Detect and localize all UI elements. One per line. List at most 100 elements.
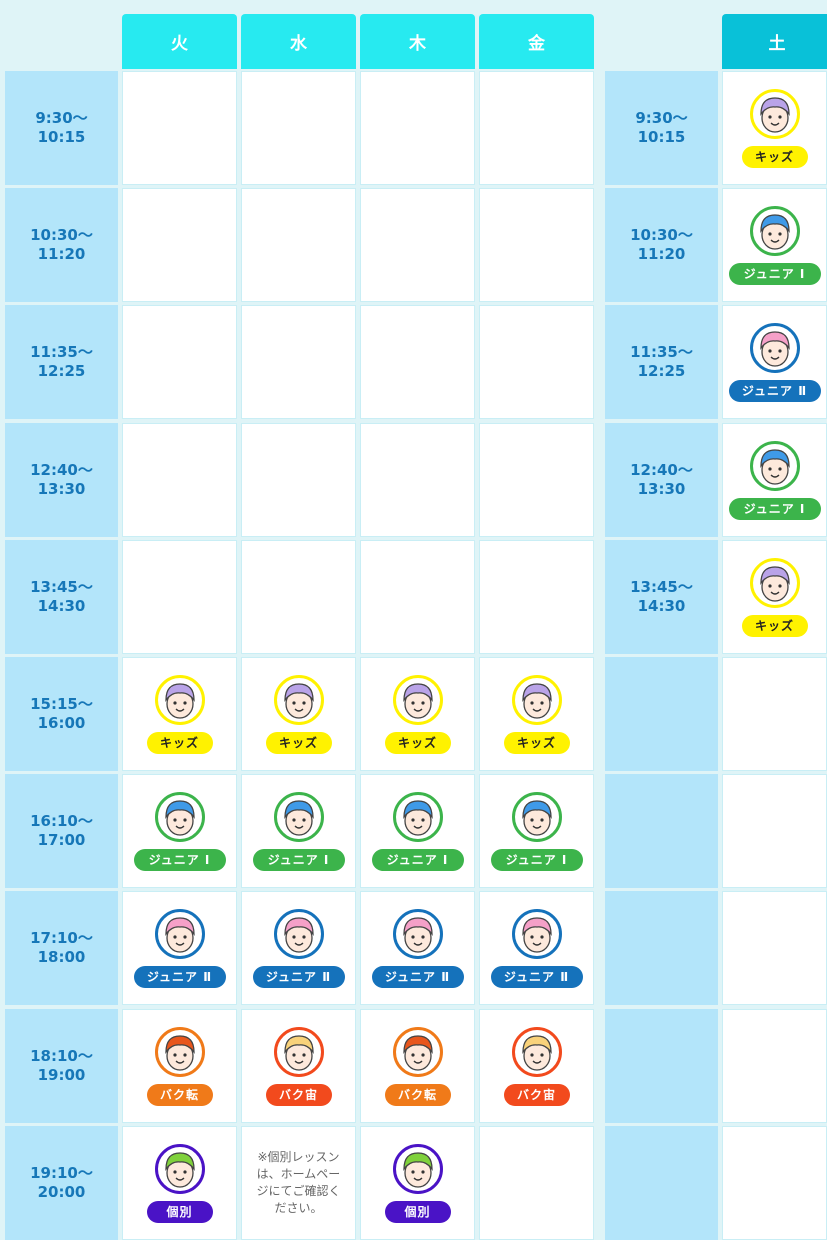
j2-avatar-icon bbox=[749, 322, 800, 373]
schedule-cell[interactable]: キッズ bbox=[241, 657, 356, 771]
schedule-cell bbox=[241, 423, 356, 537]
time-slot-label: 13:45〜 14:30 bbox=[5, 540, 118, 654]
schedule-cell bbox=[122, 188, 237, 302]
saturday-cell[interactable]: ジュニア Ⅰ bbox=[722, 423, 827, 537]
j1-avatar-icon bbox=[749, 205, 800, 256]
schedule-cell bbox=[122, 71, 237, 185]
ind-avatar-icon bbox=[154, 1143, 205, 1194]
j1-avatar-icon bbox=[511, 791, 562, 842]
schedule-cell bbox=[360, 188, 475, 302]
schedule-cell bbox=[479, 1126, 594, 1240]
class-badge: バク転 bbox=[384, 1083, 451, 1106]
saturday-cell[interactable]: キッズ bbox=[722, 71, 827, 185]
schedule-cell[interactable]: ジュニア Ⅱ bbox=[479, 891, 594, 1005]
kids-avatar-icon bbox=[749, 88, 800, 139]
class-badge: バク転 bbox=[146, 1083, 213, 1106]
schedule-cell bbox=[360, 540, 475, 654]
time-slot-label: 17:10〜 18:00 bbox=[5, 891, 118, 1005]
time-slot-label: 9:30〜 10:15 bbox=[5, 71, 118, 185]
schedule-cell bbox=[241, 305, 356, 419]
day-header: 水 bbox=[241, 14, 356, 69]
schedule-cell[interactable]: バク宙 bbox=[479, 1009, 594, 1123]
ind-avatar-icon bbox=[392, 1143, 443, 1194]
time-slot-label: 18:10〜 19:00 bbox=[5, 1009, 118, 1123]
time-slot-label: 15:15〜 16:00 bbox=[5, 657, 118, 771]
saturday-cell[interactable]: ジュニア Ⅱ bbox=[722, 305, 827, 419]
schedule-cell: ※個別レッスンは、ホームページにてご確認ください。 bbox=[241, 1126, 356, 1240]
class-badge: ジュニア Ⅱ bbox=[252, 965, 345, 988]
j2-avatar-icon bbox=[392, 908, 443, 959]
schedule-cell bbox=[122, 540, 237, 654]
back2-avatar-icon bbox=[511, 1026, 562, 1077]
class-badge: ジュニア Ⅱ bbox=[490, 965, 583, 988]
schedule-cell bbox=[360, 423, 475, 537]
class-badge: キッズ bbox=[146, 731, 213, 754]
back-avatar-icon bbox=[154, 1026, 205, 1077]
individual-lesson-note: ※個別レッスンは、ホームページにてご確認ください。 bbox=[256, 1150, 341, 1215]
schedule-cell[interactable]: バク宙 bbox=[241, 1009, 356, 1123]
class-badge: キッズ bbox=[384, 731, 451, 754]
saturday-cell bbox=[722, 1009, 827, 1123]
class-badge: キッズ bbox=[741, 145, 808, 168]
kids-avatar-icon bbox=[511, 674, 562, 725]
class-badge: ジュニア Ⅰ bbox=[371, 848, 464, 871]
class-badge: キッズ bbox=[265, 731, 332, 754]
schedule-cell[interactable]: 個別 bbox=[122, 1126, 237, 1240]
schedule-cell[interactable]: バク転 bbox=[360, 1009, 475, 1123]
j1-avatar-icon bbox=[392, 791, 443, 842]
class-badge: ジュニア Ⅱ bbox=[728, 379, 821, 402]
class-badge: キッズ bbox=[741, 614, 808, 637]
class-badge: キッズ bbox=[503, 731, 570, 754]
schedule-cell[interactable]: バク転 bbox=[122, 1009, 237, 1123]
saturday-cell[interactable]: ジュニア Ⅰ bbox=[722, 188, 827, 302]
class-badge: ジュニア Ⅰ bbox=[728, 262, 821, 285]
j1-avatar-icon bbox=[154, 791, 205, 842]
kids-avatar-icon bbox=[392, 674, 443, 725]
class-badge: ジュニア Ⅰ bbox=[490, 848, 583, 871]
time-slot-label-saturday bbox=[605, 774, 718, 888]
back2-avatar-icon bbox=[273, 1026, 324, 1077]
schedule-cell bbox=[479, 423, 594, 537]
day-header: 金 bbox=[479, 14, 594, 69]
time-slot-label: 11:35〜 12:25 bbox=[5, 305, 118, 419]
schedule-cell[interactable]: ジュニア Ⅰ bbox=[360, 774, 475, 888]
time-slot-label-saturday: 12:40〜 13:30 bbox=[605, 423, 718, 537]
day-header: 木 bbox=[360, 14, 475, 69]
schedule-cell[interactable]: ジュニア Ⅱ bbox=[241, 891, 356, 1005]
schedule-cell[interactable]: ジュニア Ⅰ bbox=[479, 774, 594, 888]
schedule-cell bbox=[122, 305, 237, 419]
schedule-cell[interactable]: ジュニア Ⅰ bbox=[122, 774, 237, 888]
schedule-cell bbox=[241, 188, 356, 302]
j2-avatar-icon bbox=[154, 908, 205, 959]
schedule-cell[interactable]: キッズ bbox=[360, 657, 475, 771]
saturday-cell bbox=[722, 891, 827, 1005]
kids-avatar-icon bbox=[273, 674, 324, 725]
schedule-cell bbox=[479, 188, 594, 302]
saturday-cell[interactable]: キッズ bbox=[722, 540, 827, 654]
time-slot-label-saturday bbox=[605, 891, 718, 1005]
saturday-cell bbox=[722, 1126, 827, 1240]
day-header-saturday: 土 bbox=[722, 14, 827, 69]
class-badge: バク宙 bbox=[265, 1083, 332, 1106]
time-slot-label: 16:10〜 17:00 bbox=[5, 774, 118, 888]
class-badge: 個別 bbox=[384, 1200, 451, 1223]
class-badge: ジュニア Ⅰ bbox=[728, 497, 821, 520]
day-header: 火 bbox=[122, 14, 237, 69]
schedule-cell[interactable]: ジュニア Ⅱ bbox=[360, 891, 475, 1005]
schedule-cell bbox=[122, 423, 237, 537]
schedule-cell[interactable]: キッズ bbox=[122, 657, 237, 771]
j2-avatar-icon bbox=[273, 908, 324, 959]
schedule-cell[interactable]: ジュニア Ⅱ bbox=[122, 891, 237, 1005]
class-badge: バク宙 bbox=[503, 1083, 570, 1106]
time-slot-label-saturday bbox=[605, 1009, 718, 1123]
schedule-cell[interactable]: キッズ bbox=[479, 657, 594, 771]
j1-avatar-icon bbox=[749, 440, 800, 491]
schedule-cell bbox=[360, 305, 475, 419]
time-slot-label-saturday: 9:30〜 10:15 bbox=[605, 71, 718, 185]
time-slot-label: 19:10〜 20:00 bbox=[5, 1126, 118, 1240]
time-slot-label: 12:40〜 13:30 bbox=[5, 423, 118, 537]
schedule-cell[interactable]: 個別 bbox=[360, 1126, 475, 1240]
class-badge: ジュニア Ⅱ bbox=[133, 965, 226, 988]
schedule-cell[interactable]: ジュニア Ⅰ bbox=[241, 774, 356, 888]
time-slot-label-saturday: 13:45〜 14:30 bbox=[605, 540, 718, 654]
